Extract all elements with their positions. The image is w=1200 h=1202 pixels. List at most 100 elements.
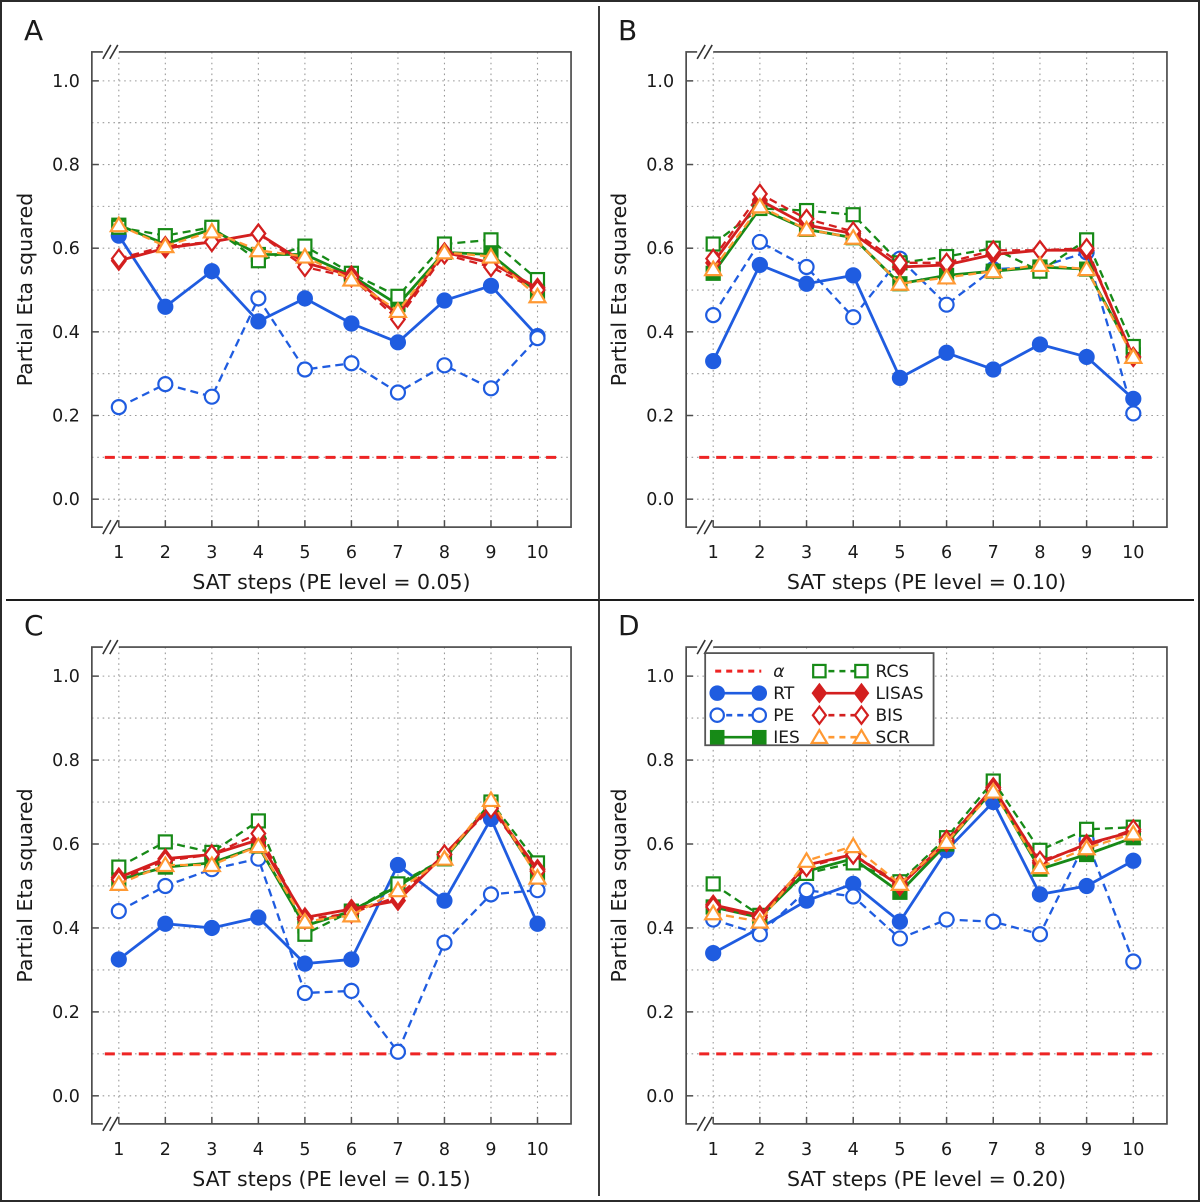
series-SCR <box>703 196 1144 365</box>
legend-label-LISAS: LISAS <box>875 684 923 704</box>
panel-d-chart: 0.0 0.2 0.4 0.6 0.8 1.0 1 2 3 4 5 6 7 8 9 10 SAT steps (… <box>607 639 1168 1191</box>
y-axis-title: Partial Eta squared <box>607 193 631 387</box>
panel-a-letter: A <box>24 14 44 47</box>
svg-text:9: 9 <box>1081 1140 1092 1160</box>
series-PE <box>110 290 546 416</box>
svg-text:4: 4 <box>848 1140 859 1160</box>
svg-text:6: 6 <box>941 1140 952 1160</box>
svg-text:0.6: 0.6 <box>52 835 80 855</box>
x-axis-title: SAT steps (PE level = 0.10) <box>787 570 1066 594</box>
svg-text:7: 7 <box>392 1140 403 1160</box>
svg-text:10: 10 <box>1122 1140 1144 1160</box>
panel-b: 0.0 0.2 0.4 0.6 0.8 1.0 1 2 3 4 5 6 7 8 9 10 SAT steps (… <box>600 6 1194 601</box>
svg-text:5: 5 <box>894 543 905 563</box>
tick-marks <box>91 675 539 1124</box>
svg-text:0.0: 0.0 <box>52 490 80 510</box>
svg-text:0.0: 0.0 <box>646 490 674 510</box>
panel-d: 0.0 0.2 0.4 0.6 0.8 1.0 1 2 3 4 5 6 7 8 9 10 SAT steps (… <box>600 601 1194 1196</box>
series-RCS <box>705 200 1141 355</box>
svg-text:1: 1 <box>113 1140 124 1160</box>
panel-a-chart: 0.0 0.2 0.4 0.6 0.8 1.0 1 2 3 4 5 6 7 8 9 10 SAT steps (… <box>13 44 572 594</box>
y-axis-title: Partial Eta squared <box>607 788 631 982</box>
series-SCR <box>703 781 1144 929</box>
panel-a: 0.0 0.2 0.4 0.6 0.8 1.0 1 2 3 4 5 6 7 8 9 10 SAT steps (… <box>6 6 600 601</box>
axis-labels: 0.0 0.2 0.4 0.6 0.8 1.0 1 2 3 4 5 6 7 8 9 10 SAT steps (… <box>607 72 1144 594</box>
legend-label-alpha: α <box>773 662 784 682</box>
svg-text:7: 7 <box>988 543 999 563</box>
svg-text:0.6: 0.6 <box>646 835 674 855</box>
panel-d-letter: D <box>618 609 641 642</box>
axis-break-marks <box>696 639 714 1132</box>
legend-label-RCS: RCS <box>875 662 909 682</box>
axis-break-marks <box>696 44 714 535</box>
svg-text:3: 3 <box>206 1140 217 1160</box>
svg-text:0.8: 0.8 <box>52 156 80 176</box>
svg-text:9: 9 <box>485 543 496 563</box>
svg-text:2: 2 <box>754 543 765 563</box>
axis-frame <box>91 51 572 528</box>
svg-text:0.8: 0.8 <box>52 751 80 771</box>
axis-break-marks <box>102 44 119 535</box>
svg-text:0.6: 0.6 <box>646 239 674 259</box>
panel-b-chart: 0.0 0.2 0.4 0.6 0.8 1.0 1 2 3 4 5 6 7 8 9 10 SAT steps (… <box>607 44 1168 594</box>
svg-text:1.0: 1.0 <box>52 667 80 687</box>
svg-text:3: 3 <box>801 1140 812 1160</box>
tick-marks <box>686 675 1135 1124</box>
y-axis-title: Partial Eta squared <box>13 193 37 386</box>
svg-text:2: 2 <box>754 1140 765 1160</box>
svg-text:0.2: 0.2 <box>646 1003 674 1023</box>
svg-text:2: 2 <box>160 1140 171 1160</box>
svg-text:0.2: 0.2 <box>52 1003 80 1023</box>
svg-text:1: 1 <box>113 543 124 563</box>
svg-text:1: 1 <box>708 1140 719 1160</box>
svg-text:6: 6 <box>346 1140 357 1160</box>
series-RT <box>705 793 1142 962</box>
svg-text:0.4: 0.4 <box>646 323 674 343</box>
svg-text:9: 9 <box>485 1140 496 1160</box>
tick-marks <box>91 80 539 528</box>
legend-label-RT: RT <box>773 684 795 704</box>
svg-text:2: 2 <box>160 543 171 563</box>
svg-text:3: 3 <box>206 543 217 563</box>
svg-text:5: 5 <box>299 543 310 563</box>
series-LISAS <box>704 776 1142 927</box>
axis-frame <box>91 646 572 1125</box>
svg-text:8: 8 <box>1034 1140 1045 1160</box>
svg-text:8: 8 <box>439 543 450 563</box>
svg-text:0.0: 0.0 <box>646 1087 674 1107</box>
svg-text:10: 10 <box>1122 543 1144 563</box>
panel-b-letter: B <box>618 14 638 47</box>
svg-text:1.0: 1.0 <box>646 72 674 92</box>
svg-text:1.0: 1.0 <box>52 72 80 92</box>
series-BIS <box>704 778 1142 929</box>
series-SCR <box>108 790 548 929</box>
panel-c-letter: C <box>24 609 45 642</box>
svg-text:5: 5 <box>894 1140 905 1160</box>
svg-text:1.0: 1.0 <box>646 667 674 687</box>
series-RT <box>705 256 1142 407</box>
axis-break-marks <box>102 639 119 1132</box>
svg-text:4: 4 <box>253 1140 264 1160</box>
svg-text:9: 9 <box>1081 543 1092 563</box>
series-PE <box>110 850 546 1060</box>
svg-text:7: 7 <box>988 1140 999 1160</box>
axis-frame <box>685 51 1168 528</box>
svg-text:4: 4 <box>848 543 859 563</box>
panel-grid: 0.0 0.2 0.4 0.6 0.8 1.0 1 2 3 4 5 6 7 8 9 10 SAT steps (… <box>6 6 1194 1196</box>
legend-label-SCR: SCR <box>875 728 910 748</box>
svg-text:5: 5 <box>299 1140 310 1160</box>
x-axis-title: SAT steps (PE level = 0.20) <box>787 1167 1066 1191</box>
series-PE <box>705 831 1142 970</box>
svg-text:3: 3 <box>801 543 812 563</box>
axis-frame <box>685 646 1168 1125</box>
svg-text:0.4: 0.4 <box>52 323 80 343</box>
axis-labels: 0.0 0.2 0.4 0.6 0.8 1.0 1 2 3 4 5 6 7 8 9 10 SAT steps (… <box>13 667 549 1191</box>
series-SCR <box>108 215 548 319</box>
axis-labels: 0.0 0.2 0.4 0.6 0.8 1.0 1 2 3 4 5 6 7 8 9 10 SAT steps (… <box>13 72 549 594</box>
svg-text:6: 6 <box>346 543 357 563</box>
svg-text:8: 8 <box>1034 543 1045 563</box>
svg-text:0.4: 0.4 <box>52 919 80 939</box>
svg-text:4: 4 <box>253 543 264 563</box>
